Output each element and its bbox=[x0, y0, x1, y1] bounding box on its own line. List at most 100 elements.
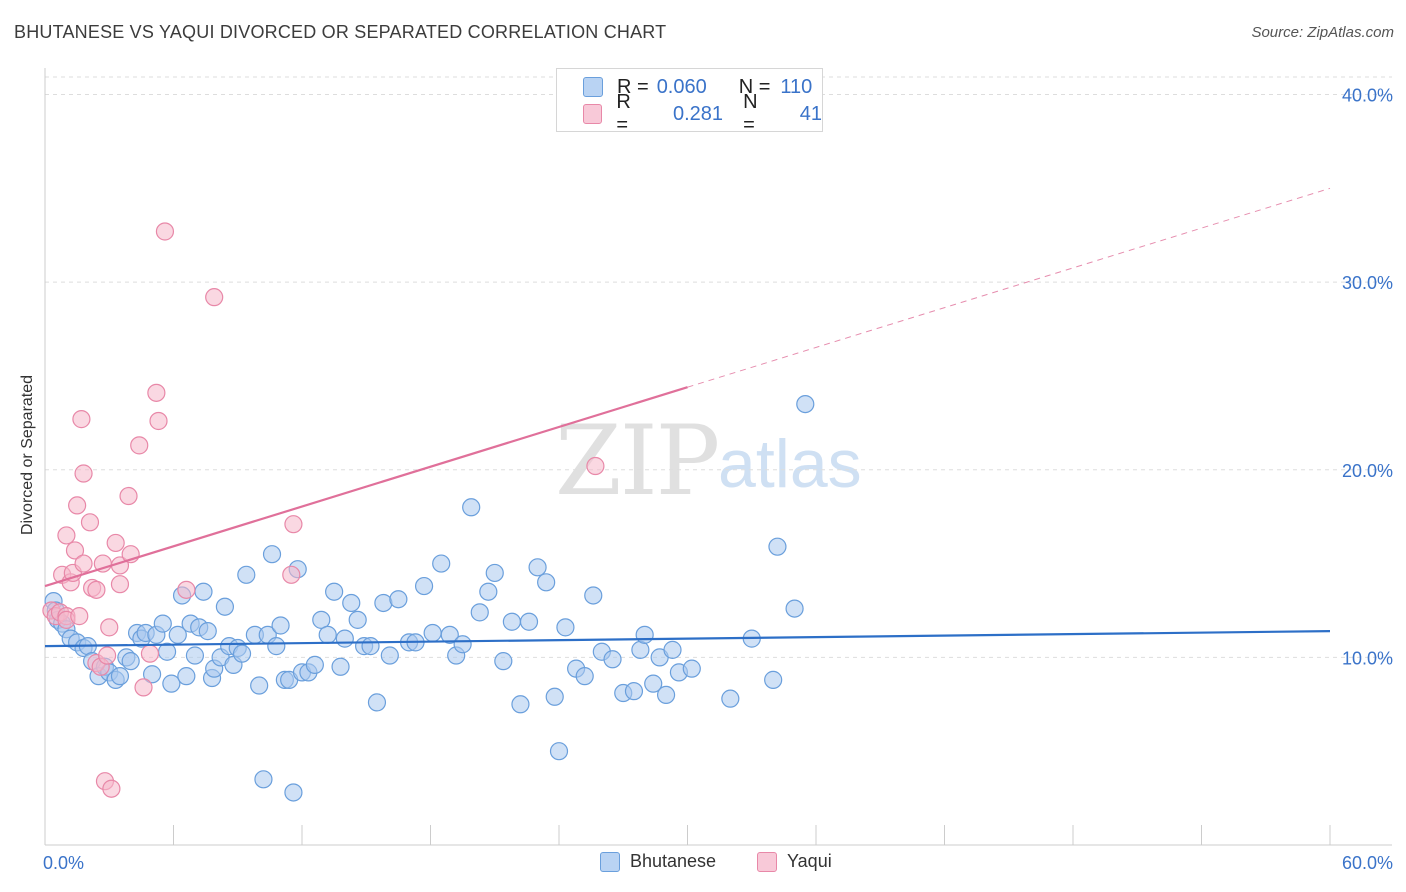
y-tick-label: 30.0% bbox=[1342, 273, 1393, 293]
bhutanese-point bbox=[374, 593, 393, 613]
bhutanese-legend-swatch bbox=[600, 851, 620, 872]
legend-item-bhutanese[interactable]: Bhutanese bbox=[600, 851, 716, 872]
bhutanese-point bbox=[511, 695, 530, 714]
yaqui-point bbox=[140, 644, 160, 663]
legend-label-bhutanese: Bhutanese bbox=[630, 851, 717, 871]
bhutanese-point bbox=[162, 674, 181, 693]
bhutanese-point bbox=[414, 576, 434, 596]
yaqui-point bbox=[70, 607, 89, 626]
x-tick-label-max: 60.0% bbox=[1342, 853, 1393, 873]
bhutanese-point bbox=[271, 616, 290, 635]
yaqui-legend-swatch bbox=[757, 851, 777, 872]
bhutanese-point bbox=[624, 682, 644, 701]
r-value-yaqui: 0.281 bbox=[672, 102, 724, 125]
yaqui-point bbox=[57, 526, 76, 545]
yaqui-point bbox=[102, 779, 121, 798]
yaqui-swatch bbox=[583, 104, 603, 124]
yaqui-point bbox=[87, 580, 106, 599]
bhutanese-point bbox=[479, 582, 498, 601]
bhutanese-point bbox=[631, 640, 650, 659]
bhutanese-point bbox=[380, 646, 399, 665]
yaqui-point bbox=[177, 580, 196, 599]
bhutanese-point bbox=[325, 582, 344, 601]
chart-title: BHUTANESE VS YAQUI DIVORCED OR SEPARATED… bbox=[14, 22, 667, 42]
yaqui-point bbox=[205, 288, 224, 307]
bhutanese-point bbox=[575, 667, 594, 686]
yaqui-point bbox=[65, 541, 85, 560]
bhutanese-point bbox=[284, 783, 303, 802]
bhutanese-point bbox=[502, 612, 521, 631]
bhutanese-point bbox=[663, 640, 682, 659]
bhutanese-point bbox=[215, 597, 234, 616]
stats-legend-row-yaqui: R = 0.281 N = 41 bbox=[583, 91, 822, 136]
yaqui-point bbox=[72, 410, 91, 429]
bhutanese-point bbox=[635, 625, 654, 644]
n-value-bhutanese: 110 bbox=[780, 75, 813, 98]
yaqui-point bbox=[100, 618, 119, 637]
yaqui-point bbox=[282, 565, 301, 584]
bhutanese-point bbox=[142, 665, 162, 684]
legend-item-yaqui[interactable]: Yaqui bbox=[757, 851, 832, 872]
bhutanese-point bbox=[549, 742, 569, 761]
bhutanese-point bbox=[494, 652, 513, 671]
yaqui-point bbox=[74, 554, 93, 573]
yaqui-point bbox=[98, 646, 117, 665]
bhutanese-point bbox=[682, 659, 701, 678]
bhutanese-point bbox=[603, 650, 622, 669]
bhutanese-point bbox=[644, 674, 663, 693]
bhutanese-point bbox=[432, 554, 451, 573]
bhutanese-point bbox=[168, 625, 187, 644]
watermark-atlas: atlas bbox=[718, 426, 862, 502]
bhutanese-point bbox=[232, 644, 252, 663]
bhutanese-point bbox=[348, 610, 367, 629]
bhutanese-point bbox=[267, 637, 286, 656]
yaqui-point bbox=[147, 383, 166, 402]
chart-source: Source: ZipAtlas.com bbox=[1251, 24, 1394, 41]
bhutanese-point bbox=[462, 498, 481, 517]
bhutanese-point bbox=[470, 603, 489, 622]
n-label: N = bbox=[738, 75, 771, 98]
bhutanese-point bbox=[545, 687, 564, 706]
yaqui-point bbox=[68, 496, 87, 515]
yaqui-point bbox=[80, 513, 100, 532]
y-tick-label: 10.0% bbox=[1342, 648, 1393, 668]
bhutanese-point bbox=[342, 593, 361, 613]
bhutanese-point bbox=[318, 625, 337, 644]
y-tick-label: 20.0% bbox=[1342, 461, 1393, 481]
bhutanese-point bbox=[110, 667, 130, 686]
y-tick-label: 40.0% bbox=[1342, 86, 1393, 106]
bhutanese-point bbox=[305, 655, 324, 674]
bhutanese-point bbox=[331, 657, 350, 676]
bhutanese-point bbox=[768, 537, 787, 556]
watermark-zip: ZIP bbox=[555, 405, 720, 517]
bhutanese-swatch bbox=[583, 77, 603, 97]
bhutanese-point bbox=[556, 618, 575, 637]
bhutanese-point bbox=[237, 565, 256, 584]
yaqui-point bbox=[149, 411, 168, 431]
bhutanese-point bbox=[485, 563, 504, 583]
bhutanese-point bbox=[796, 394, 815, 414]
yaqui-point bbox=[74, 464, 93, 483]
stats-legend-row-bhutanese: R = 0.060 N = 110 bbox=[583, 74, 812, 100]
bhutanese-point bbox=[453, 635, 472, 654]
yaqui-point bbox=[134, 678, 153, 697]
bhutanese-point bbox=[367, 693, 387, 712]
bhutanese-point bbox=[785, 599, 804, 618]
bhutanese-point bbox=[194, 582, 213, 601]
r-label: R = bbox=[617, 75, 649, 98]
yaqui-trend-extension bbox=[687, 187, 1331, 388]
bhutanese-point bbox=[537, 573, 556, 592]
bhutanese-point bbox=[177, 667, 196, 686]
bhutanese-point bbox=[440, 625, 459, 644]
yaqui-point bbox=[155, 222, 175, 241]
yaqui-point bbox=[284, 515, 303, 534]
yaqui-point bbox=[119, 486, 138, 506]
bhutanese-point bbox=[584, 586, 603, 605]
legend-label-yaqui: Yaqui bbox=[787, 851, 832, 871]
bhutanese-point bbox=[528, 558, 547, 577]
yaqui-trend-line bbox=[44, 386, 688, 588]
bhutanese-point bbox=[656, 685, 676, 705]
x-tick-label-min: 0.0% bbox=[43, 853, 84, 873]
bhutanese-point bbox=[721, 689, 740, 708]
